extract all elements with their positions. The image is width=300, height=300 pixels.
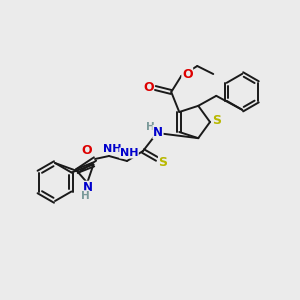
Text: NH: NH	[103, 144, 121, 154]
Text: NH: NH	[120, 148, 138, 158]
Text: H: H	[146, 122, 154, 132]
Text: N: N	[83, 181, 93, 194]
Text: H: H	[81, 191, 90, 201]
Text: S: S	[212, 115, 221, 128]
Text: O: O	[143, 80, 154, 94]
Text: O: O	[82, 143, 92, 157]
Text: N: N	[153, 125, 163, 139]
Text: O: O	[182, 68, 193, 80]
Text: S: S	[158, 157, 167, 169]
